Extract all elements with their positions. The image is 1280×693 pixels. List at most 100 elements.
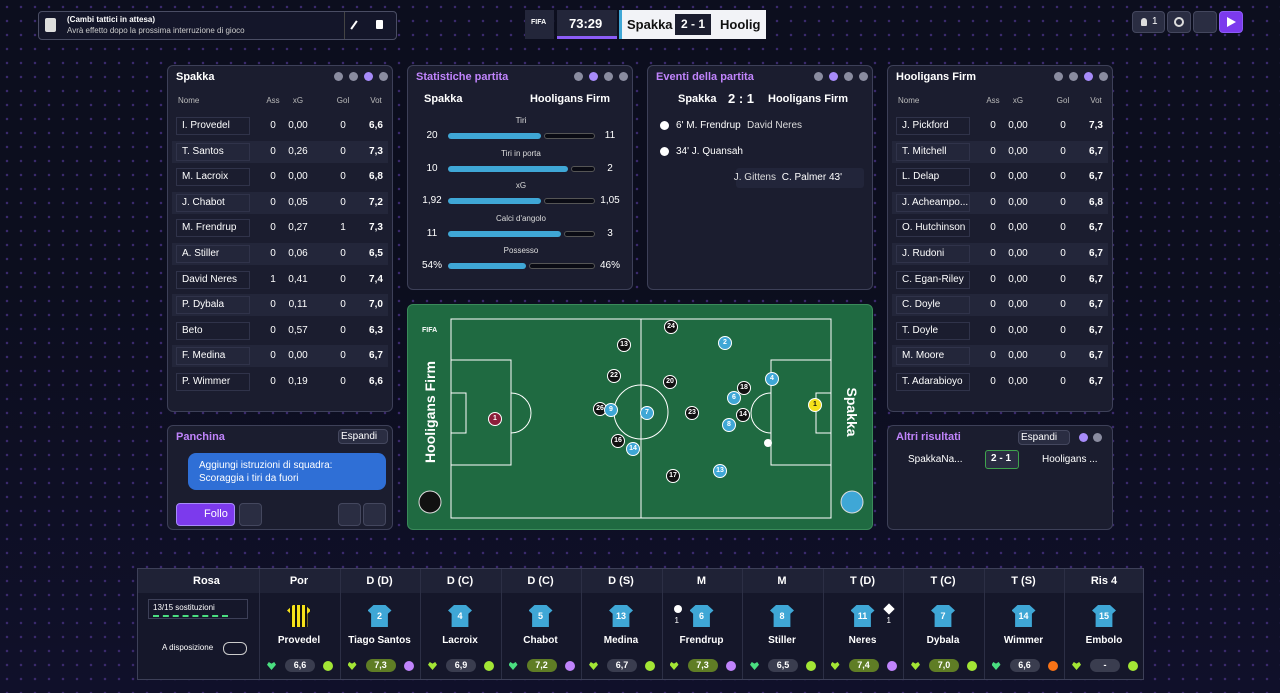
stat-cell: 0,00 xyxy=(1008,299,1028,311)
player-marker: 24 xyxy=(664,320,678,334)
away-bar xyxy=(571,165,595,172)
away-bar xyxy=(528,263,595,269)
stat-cell: 0 xyxy=(270,248,276,259)
users-button[interactable] xyxy=(1132,11,1165,33)
player-name: Provedel xyxy=(277,635,321,646)
column-header: xG xyxy=(1012,96,1024,105)
player-name: J. Rudoni xyxy=(902,248,945,259)
position-label: M xyxy=(696,575,707,587)
row-bg xyxy=(892,140,1108,163)
player-marker: 14 xyxy=(736,408,750,422)
stat-cell: 0,57 xyxy=(288,324,308,336)
next-button[interactable] xyxy=(363,503,386,526)
stat-cell: 0 xyxy=(990,171,996,183)
player-name: O. Hutchinson xyxy=(902,222,966,234)
panel-dot xyxy=(814,72,823,81)
name-box xyxy=(896,270,970,289)
panel-dot xyxy=(589,72,598,81)
stat-cell: 6,7 xyxy=(1089,171,1103,183)
rating-pill: 7,3 xyxy=(365,659,396,672)
stat-cell: 0 xyxy=(340,120,346,131)
stat-cell: 0,06 xyxy=(288,248,308,259)
panel-dot xyxy=(379,72,388,81)
stat-cell: 6,7 xyxy=(1089,299,1103,311)
assist-count: 1 xyxy=(886,616,891,625)
player-name: T. Mitchell xyxy=(902,145,947,157)
name-box xyxy=(176,142,250,161)
event-text: 6' M. Frendrup xyxy=(676,120,741,131)
panel-dot xyxy=(1054,72,1063,81)
home-team: Spakka xyxy=(424,93,463,105)
more-button[interactable] xyxy=(1193,11,1217,33)
expand-button[interactable] xyxy=(1018,430,1070,445)
stat-cell: 7,0 xyxy=(369,299,383,311)
stat-cell: 0 xyxy=(1060,273,1066,285)
rating-pill: 6,7 xyxy=(607,659,637,672)
panel-dot xyxy=(604,72,613,81)
player-marker: 4 xyxy=(765,372,779,386)
stat-cell: 0 xyxy=(1060,350,1066,362)
result-away: Hooligans ... xyxy=(1042,454,1098,465)
stat-cell: 0 xyxy=(340,248,346,259)
follow-button[interactable] xyxy=(176,503,235,526)
position-label: T (C) xyxy=(930,575,956,587)
stat-cell: 0,00 xyxy=(1008,324,1028,336)
player-name: F. Medina xyxy=(182,350,226,362)
fitness-icon xyxy=(669,662,679,670)
stat-cell: 0 xyxy=(270,145,276,157)
edit-button[interactable] xyxy=(344,12,345,39)
column-divider xyxy=(420,569,421,679)
player-name: Neres xyxy=(848,635,877,646)
player-marker: 23 xyxy=(685,406,699,420)
stat-cell: 6,6 xyxy=(369,376,383,387)
edit-icon[interactable] xyxy=(350,20,358,30)
panel-title: Altri risultati xyxy=(896,431,961,443)
stat-cell: 1 xyxy=(270,273,276,285)
away-team: Hooligans Firm xyxy=(768,93,849,105)
morale-icon xyxy=(403,661,414,671)
player-name: C. Doyle xyxy=(902,299,941,311)
stat-name: Calci d'angolo xyxy=(495,213,546,223)
shirt: 4 xyxy=(448,605,472,627)
row-bg xyxy=(172,345,388,368)
morale-icon xyxy=(967,661,977,671)
result-score: 2 - 1 xyxy=(991,453,1012,464)
notice[interactable]: (Cambi tattici in attesa) Avrà effetto d… xyxy=(38,11,397,40)
panel-title: Eventi della partita xyxy=(656,71,754,83)
logo-box xyxy=(525,10,554,39)
player-marker: 17 xyxy=(666,469,680,483)
stat-cell: 0,11 xyxy=(288,299,308,311)
column-header: Vot xyxy=(1090,96,1102,105)
stat-cell: 0,00 xyxy=(1008,248,1028,259)
stat-name: Possesso xyxy=(503,246,539,255)
stat-cell: 0 xyxy=(990,350,996,362)
stat-cell: 0,00 xyxy=(288,350,308,362)
morale-icon xyxy=(725,661,736,671)
name-box xyxy=(896,142,970,161)
available-toggle[interactable] xyxy=(223,642,247,655)
panel-title: Hooligans Firm xyxy=(896,71,977,83)
name-box xyxy=(176,270,250,289)
name-box xyxy=(176,296,250,315)
delete-icon[interactable] xyxy=(376,20,383,29)
stat-cell: 7,3 xyxy=(369,222,383,234)
name-box xyxy=(896,347,970,366)
fitness-icon xyxy=(830,662,840,670)
morale-icon xyxy=(645,661,655,671)
name-box xyxy=(896,168,970,187)
panel-title: Statistiche partita xyxy=(416,71,509,83)
stat-cell: 0 xyxy=(990,376,996,387)
expand-button[interactable] xyxy=(338,429,388,444)
score: 2 - 1 xyxy=(681,17,706,31)
rating-pill: 6,6 xyxy=(1009,659,1040,672)
close-button[interactable] xyxy=(239,503,262,526)
scoreboard: FIFA 73:29 Spakka 2 - 1 Hoolig xyxy=(525,10,766,39)
name-box xyxy=(896,117,970,135)
squad-title[interactable]: Rosa xyxy=(193,575,220,587)
player-name: Beto xyxy=(182,324,203,336)
column-divider xyxy=(259,569,260,679)
prev-button[interactable] xyxy=(338,503,361,526)
bench-panel: Panchina Espandi Aggiungi istruzioni di … xyxy=(167,425,393,530)
column-divider xyxy=(581,569,582,679)
